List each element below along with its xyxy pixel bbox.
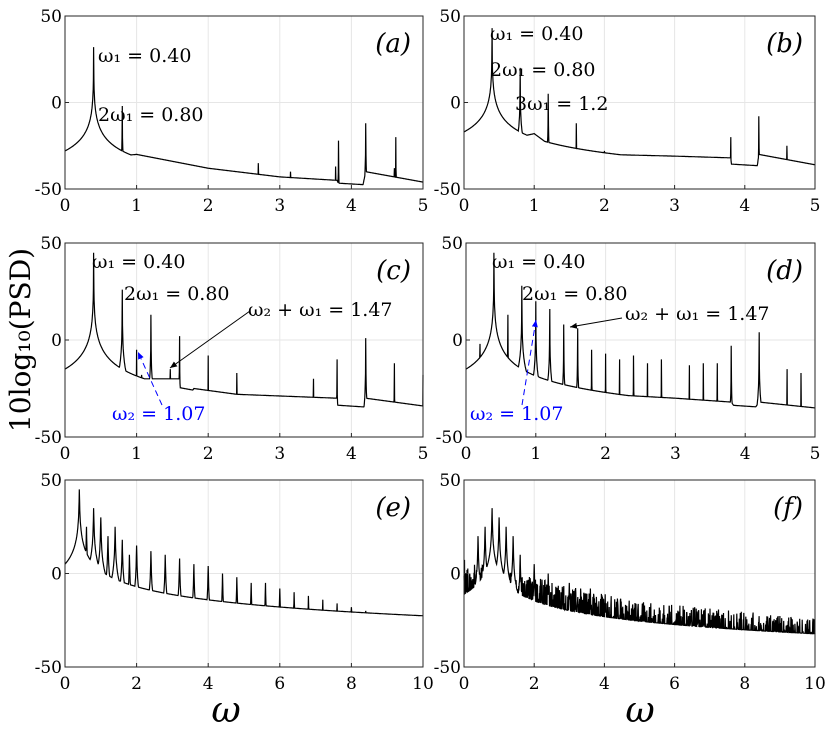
x-tick-label: 3 [274, 196, 285, 216]
x-tick-label: 1 [131, 196, 142, 216]
x-tick-label: 1 [530, 444, 541, 464]
y-tick-label: -50 [35, 658, 62, 678]
annotation-label: ω₁ = 0.40 [490, 23, 583, 45]
y-tick-label: -50 [35, 428, 62, 448]
x-tick-label: 6 [669, 674, 680, 694]
x-tick-label: 2 [600, 444, 611, 464]
annotation-label: ω₁ = 0.40 [92, 251, 185, 273]
y-tick-label: -50 [434, 658, 461, 678]
x-tick-label: 4 [346, 196, 357, 216]
x-tick-label: 4 [740, 444, 751, 464]
x-tick-label: 5 [810, 196, 821, 216]
annotation-label: 2ω₁ = 0.80 [98, 104, 204, 126]
x-tick-label: 8 [739, 674, 750, 694]
annotation-label: ω₂ + ω₁ = 1.47 [625, 303, 770, 325]
annotation-label: 3ω₁ = 1.2 [515, 93, 608, 115]
annotation-label: ω₂ = 1.07 [470, 403, 563, 425]
y-tick-label: 50 [441, 234, 463, 254]
panel-label: (d) [766, 256, 803, 286]
y-tick-label: 0 [452, 331, 463, 351]
x-tick-label: 2 [203, 444, 214, 464]
y-tick-label: -50 [436, 428, 463, 448]
x-tick-label: 5 [810, 444, 821, 464]
psd-line-c [65, 253, 423, 407]
y-tick-label: 50 [40, 7, 62, 27]
y-tick-label: 0 [51, 331, 62, 351]
y-axis-label: 10log₁₀(PSD) [4, 248, 37, 432]
panel-label: (f) [773, 493, 803, 523]
x-tick-label: 3 [274, 444, 285, 464]
x-tick-label: 4 [739, 196, 750, 216]
x-tick-label: 3 [669, 196, 680, 216]
annotation-label: ω₂ + ω₁ = 1.47 [248, 299, 393, 321]
annotation-label: 2ω₁ = 0.80 [124, 283, 230, 305]
x-tick-label: 4 [346, 444, 357, 464]
y-tick-label: 0 [450, 565, 461, 585]
x-tick-label: 2 [529, 674, 540, 694]
psd-line-d [466, 253, 815, 408]
x-tick-label: 2 [131, 674, 142, 694]
x-axis-label-left: ω [211, 690, 240, 731]
panel-label: (a) [375, 29, 411, 59]
panel-label: (c) [376, 256, 411, 286]
x-tick-label: 5 [418, 196, 429, 216]
annotation-arrow [570, 318, 622, 327]
x-tick-label: 3 [670, 444, 681, 464]
x-tick-label: 4 [599, 674, 610, 694]
x-tick-label: 2 [599, 196, 610, 216]
y-tick-label: 0 [51, 94, 62, 114]
annotation-label: ω₂ = 1.07 [112, 403, 205, 425]
y-tick-label: 0 [51, 565, 62, 585]
x-tick-label: 8 [346, 674, 357, 694]
y-tick-label: 50 [40, 471, 62, 491]
panel-label: (e) [375, 493, 411, 523]
annotation-label: ω₁ = 0.40 [98, 45, 191, 67]
x-tick-label: 1 [131, 444, 142, 464]
x-tick-label: 2 [203, 196, 214, 216]
y-tick-label: 0 [450, 94, 461, 114]
y-tick-label: -50 [35, 180, 62, 200]
x-tick-label: 10 [804, 674, 826, 694]
panel-label: (b) [766, 29, 803, 59]
y-tick-label: 50 [40, 234, 62, 254]
x-tick-label: 1 [529, 196, 540, 216]
x-tick-label: 6 [274, 674, 285, 694]
x-axis-label-right: ω [625, 690, 654, 731]
x-tick-label: 5 [418, 444, 429, 464]
y-tick-label: -50 [434, 180, 461, 200]
psd-line-f [464, 508, 815, 634]
annotation-label: 2ω₁ = 0.80 [522, 283, 628, 305]
annotation-label: ω₁ = 0.40 [492, 251, 585, 273]
annotation-label: 2ω₁ = 0.80 [490, 59, 596, 81]
x-tick-label: 4 [203, 674, 214, 694]
x-tick-label: 10 [412, 674, 434, 694]
psd-line-e [65, 489, 423, 615]
y-tick-label: 50 [439, 7, 461, 27]
y-tick-label: 50 [439, 471, 461, 491]
